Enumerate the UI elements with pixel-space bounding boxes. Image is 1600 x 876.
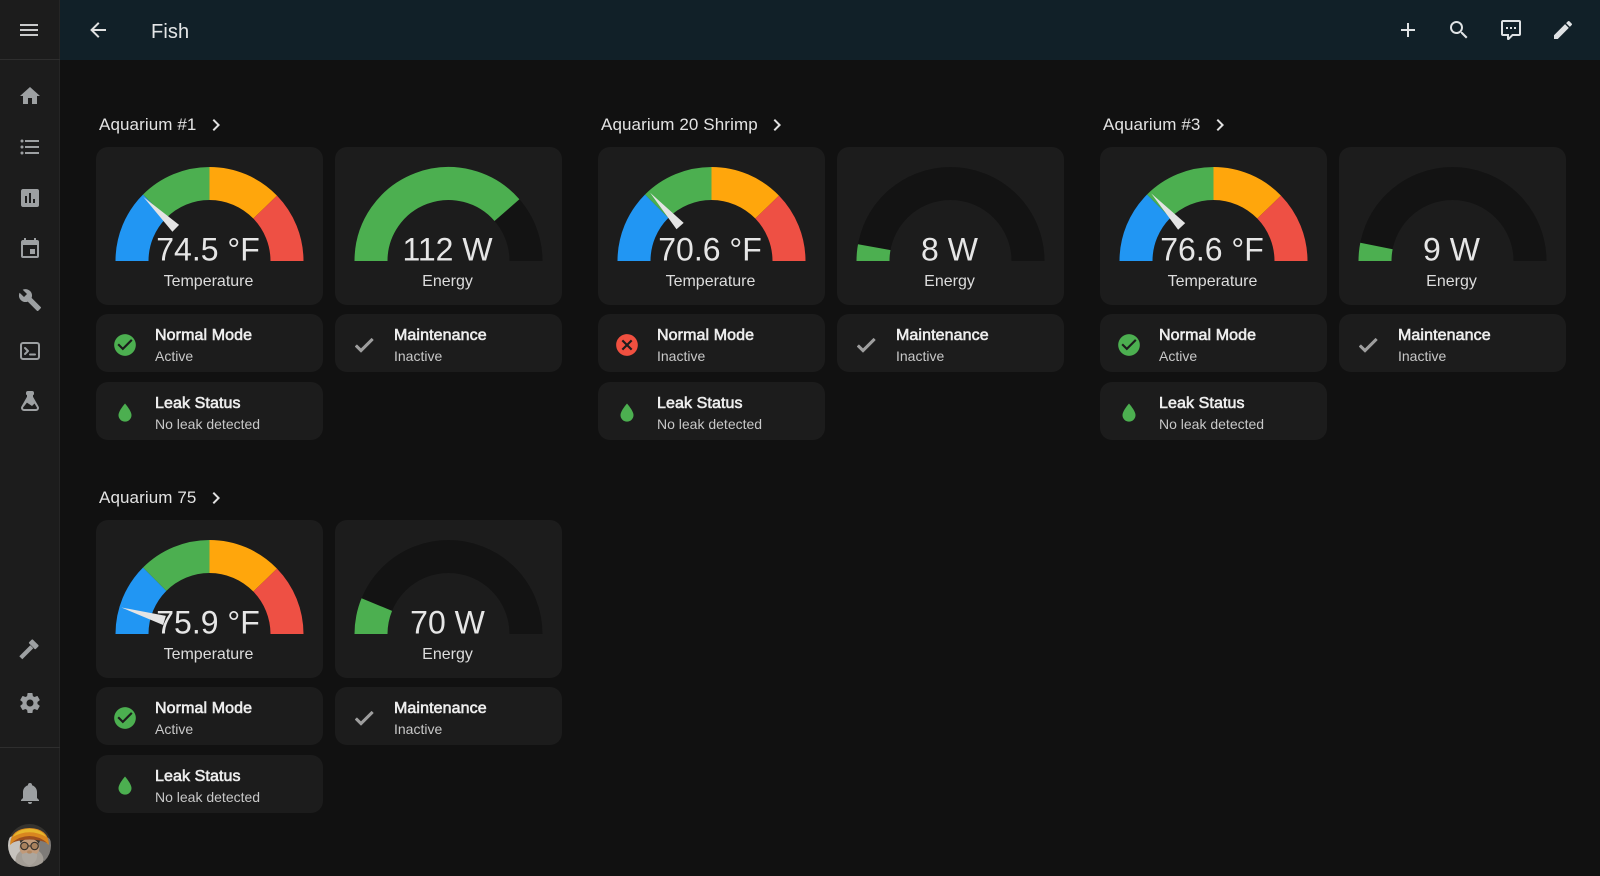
svg-text:9 W: 9 W [1423, 232, 1481, 268]
svg-text:Energy: Energy [924, 273, 975, 290]
svg-text:Temperature: Temperature [666, 273, 756, 290]
svg-text:74.5 °F: 74.5 °F [156, 232, 260, 268]
svg-text:Temperature: Temperature [164, 273, 254, 290]
svg-text:Temperature: Temperature [1168, 273, 1258, 290]
svg-text:Energy: Energy [422, 646, 473, 663]
svg-text:Energy: Energy [422, 273, 473, 290]
svg-text:76.6 °F: 76.6 °F [1160, 232, 1264, 268]
svg-text:70 W: 70 W [410, 605, 485, 641]
svg-text:Temperature: Temperature [164, 646, 254, 663]
svg-text:70.6 °F: 70.6 °F [658, 232, 762, 268]
svg-text:Energy: Energy [1426, 273, 1477, 290]
svg-text:112 W: 112 W [402, 232, 493, 268]
svg-text:8 W: 8 W [921, 232, 979, 268]
svg-text:75.9 °F: 75.9 °F [156, 605, 260, 641]
